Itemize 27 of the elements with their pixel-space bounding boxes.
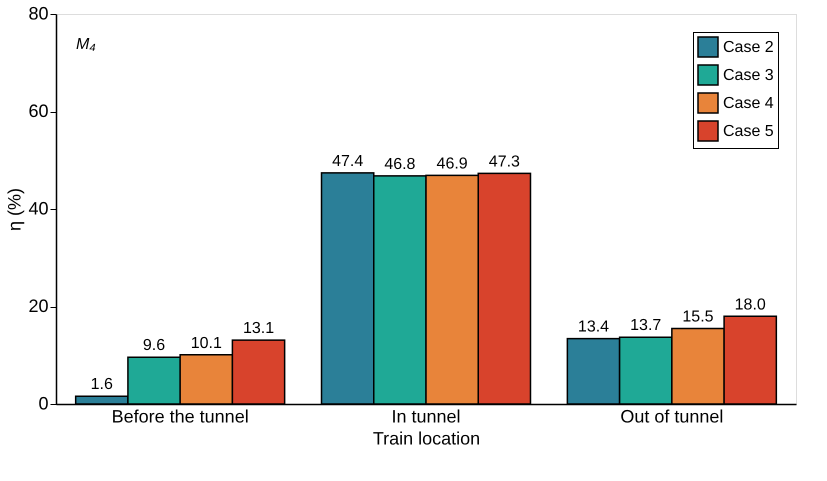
legend-label: Case 4 xyxy=(723,95,774,112)
data-label: 1.6 xyxy=(90,376,114,394)
data-label: 47.3 xyxy=(488,153,520,170)
y-tick-label: 0 xyxy=(38,394,48,414)
y-axis-title: η (%) xyxy=(4,188,24,232)
data-label: 15.5 xyxy=(682,308,714,326)
x-tick-label: Before the tunnel xyxy=(112,406,249,426)
legend-label: Case 3 xyxy=(723,67,774,84)
legend-label: Case 5 xyxy=(723,123,774,140)
data-label: 46.8 xyxy=(384,156,416,173)
data-label: 13.1 xyxy=(242,320,274,338)
data-label: 13.7 xyxy=(630,317,662,334)
x-tick-label: In tunnel xyxy=(391,406,461,426)
y-tick-label: 60 xyxy=(28,101,48,121)
y-tick-label: 80 xyxy=(28,4,48,24)
data-label: 18.0 xyxy=(734,296,766,314)
annotation: M₄ xyxy=(76,36,96,53)
x-axis-title: Train location xyxy=(372,428,480,448)
x-tick-label: Out of tunnel xyxy=(620,406,724,426)
data-label: 10.1 xyxy=(190,334,222,352)
data-label: 9.6 xyxy=(142,337,166,354)
data-label: 13.4 xyxy=(578,318,610,336)
data-label: 46.9 xyxy=(436,155,468,172)
y-tick-label: 40 xyxy=(28,198,48,218)
legend-label: Case 2 xyxy=(723,39,774,56)
y-tick-label: 20 xyxy=(28,296,48,316)
data-label: 47.4 xyxy=(332,152,364,170)
